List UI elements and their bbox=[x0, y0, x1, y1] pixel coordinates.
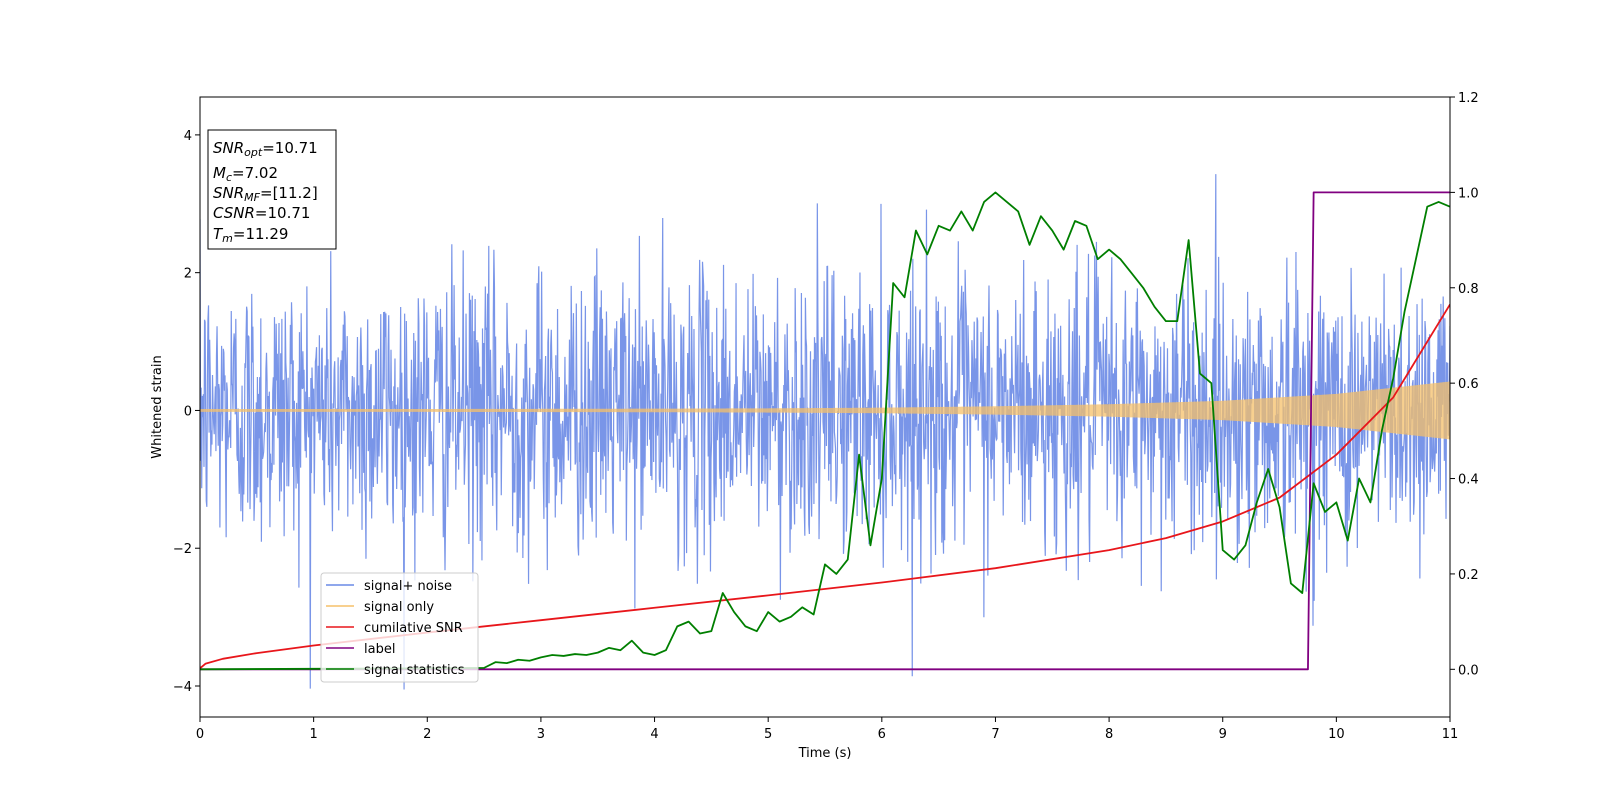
plot-frame bbox=[199, 96, 1451, 718]
y2-tick-label: 0.6 bbox=[1458, 377, 1479, 392]
legend: signal+ noise signal only cumilative SNR… bbox=[320, 572, 479, 683]
y2-tick-label: 1.2 bbox=[1458, 91, 1479, 106]
info-box-frame bbox=[207, 129, 337, 250]
y-axis-left: −4 −2 0 2 4 bbox=[173, 129, 200, 695]
legend-label-signal-noise: signal+ noise bbox=[364, 579, 452, 594]
info-csnr: CSNR=10.71 bbox=[213, 204, 310, 222]
y2-tick-label: 0.8 bbox=[1458, 282, 1479, 297]
plot-area bbox=[200, 174, 1450, 690]
legend-label-signal-statistics: signal statistics bbox=[364, 663, 465, 678]
legend-label-label: label bbox=[364, 642, 395, 657]
y2-tick-label: 0.2 bbox=[1458, 568, 1479, 583]
series-signal-statistics-line bbox=[200, 191, 1450, 671]
x-tick-label: 5 bbox=[764, 727, 772, 742]
y2-tick-label: 1.0 bbox=[1458, 186, 1479, 201]
x-tick-label: 8 bbox=[1105, 727, 1113, 742]
x-axis-label: Time (s) bbox=[798, 746, 852, 761]
legend-frame bbox=[320, 572, 479, 683]
series-label-line bbox=[200, 191, 1450, 671]
x-axis: 0 1 2 3 4 5 6 7 8 9 10 11 bbox=[196, 717, 1458, 742]
x-tick-label: 4 bbox=[650, 727, 658, 742]
x-tick-label: 10 bbox=[1328, 727, 1345, 742]
info-snr-opt: SNRopt=10.71 bbox=[213, 139, 318, 159]
x-tick-label: 2 bbox=[423, 727, 431, 742]
y-tick-label: 0 bbox=[184, 404, 192, 419]
x-tick-label: 6 bbox=[878, 727, 886, 742]
series-signal-noise-line bbox=[200, 174, 1450, 690]
x-tick-label: 0 bbox=[196, 727, 204, 742]
y-axis-label: Whitened strain bbox=[150, 355, 165, 458]
info-box: SNRopt=10.71 Mc=7.02 SNRMF=[11.2] CSNR=1… bbox=[207, 129, 337, 250]
x-tick-label: 9 bbox=[1219, 727, 1227, 742]
y-tick-label: 4 bbox=[184, 129, 192, 144]
y-axis-right: 0.0 0.2 0.4 0.6 0.8 1.0 1.2 bbox=[1450, 91, 1479, 678]
y2-tick-label: 0.4 bbox=[1458, 473, 1479, 488]
y-tick-label: −4 bbox=[173, 680, 192, 695]
series-cumulative-snr-line bbox=[200, 303, 1450, 670]
info-snr-mf: SNRMF=[11.2] bbox=[213, 184, 318, 204]
series-signal-only-line bbox=[200, 381, 1450, 440]
info-tm: Tm=11.29 bbox=[213, 225, 288, 245]
info-mc: Mc=7.02 bbox=[213, 164, 278, 184]
y2-tick-label: 0.0 bbox=[1458, 663, 1479, 678]
x-tick-label: 7 bbox=[991, 727, 999, 742]
x-tick-label: 11 bbox=[1442, 727, 1459, 742]
y-tick-label: 2 bbox=[184, 267, 192, 282]
y-tick-label: −2 bbox=[173, 542, 192, 557]
legend-label-cumulative-snr: cumilative SNR bbox=[364, 621, 463, 636]
x-tick-label: 3 bbox=[537, 727, 545, 742]
x-tick-label: 1 bbox=[309, 727, 317, 742]
legend-label-signal-only: signal only bbox=[364, 600, 434, 615]
